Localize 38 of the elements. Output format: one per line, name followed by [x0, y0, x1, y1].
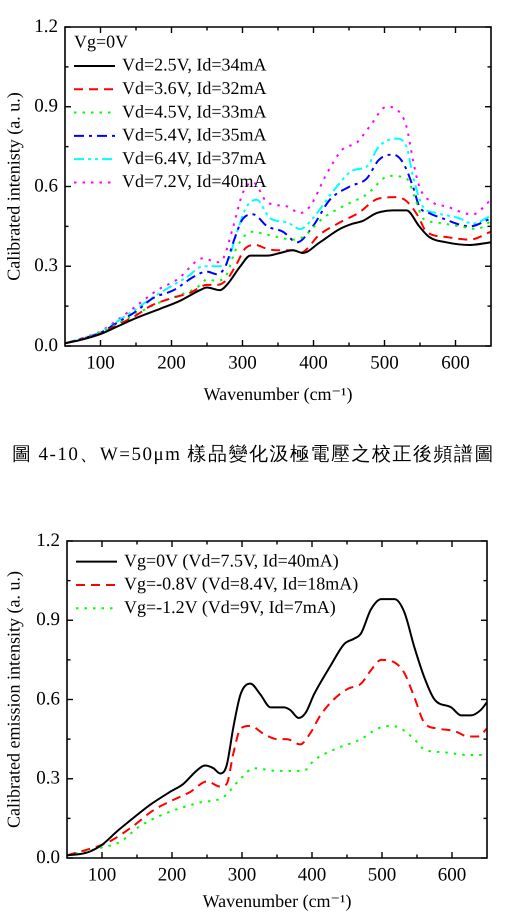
legend-label: Vd=7.2V, Id=40mA: [122, 171, 266, 192]
y-tick-label: 1.2: [36, 530, 60, 551]
legend-label: Vg=-0.8V (Vd=8.4V, Id=18mA): [124, 574, 358, 594]
legend-label: Vd=4.5V, Id=33mA: [122, 101, 266, 122]
x-tick-label: 600: [441, 352, 470, 374]
x-tick-label: 200: [158, 864, 186, 886]
y-axis-title: Calibrated emission intensity (a. u.): [4, 571, 24, 828]
x-tick-label: 400: [299, 352, 328, 374]
legend-label: Vg=0V (Vd=7.5V, Id=40mA): [124, 550, 339, 570]
x-tick-label: 200: [157, 352, 186, 374]
legend-label: Vd=3.6V, Id=32mA: [122, 78, 266, 98]
y-tick-label: 0.9: [36, 609, 60, 630]
x-tick-label: 400: [298, 864, 326, 886]
legend-label: Vd=6.4V, Id=37mA: [122, 148, 266, 168]
y-tick-label: 0.9: [34, 96, 58, 117]
x-axis-title: Wavenumber (cm⁻¹): [204, 384, 352, 404]
y-tick-label: 0.6: [34, 175, 58, 196]
y-tick-label: 0.3: [36, 768, 60, 789]
x-tick-label: 500: [370, 352, 399, 374]
legend-title: Vg=0V: [74, 31, 128, 52]
y-tick-label: 1.2: [34, 16, 58, 37]
legend-label: Vg=-1.2V (Vd=9V, Id=7mA): [124, 596, 336, 617]
x-tick-label: 300: [228, 352, 257, 374]
y-axis-title: Calibrated intenisty (a. u.): [4, 92, 24, 281]
y-tick-label: 0.0: [34, 334, 58, 356]
x-axis-title: Wavenumber (cm⁻¹): [202, 890, 352, 911]
y-tick-label: 0.0: [36, 846, 60, 868]
caption: 圖 4-10、W=50μm 樣品變化汲極電壓之校正後頻譜圖: [10, 443, 496, 467]
y-tick-label: 0.3: [34, 255, 58, 276]
line-series: [67, 658, 487, 856]
legend-label: Vd=5.4V, Id=35mA: [122, 124, 266, 145]
x-tick-label: 500: [368, 864, 396, 886]
legend-label: Vd=2.5V, Id=34mA: [122, 54, 266, 75]
x-tick-label: 100: [88, 864, 116, 886]
x-tick-label: 300: [228, 864, 256, 886]
y-tick-label: 0.6: [36, 688, 60, 710]
x-tick-label: 600: [438, 864, 466, 886]
x-tick-label: 100: [86, 352, 115, 374]
